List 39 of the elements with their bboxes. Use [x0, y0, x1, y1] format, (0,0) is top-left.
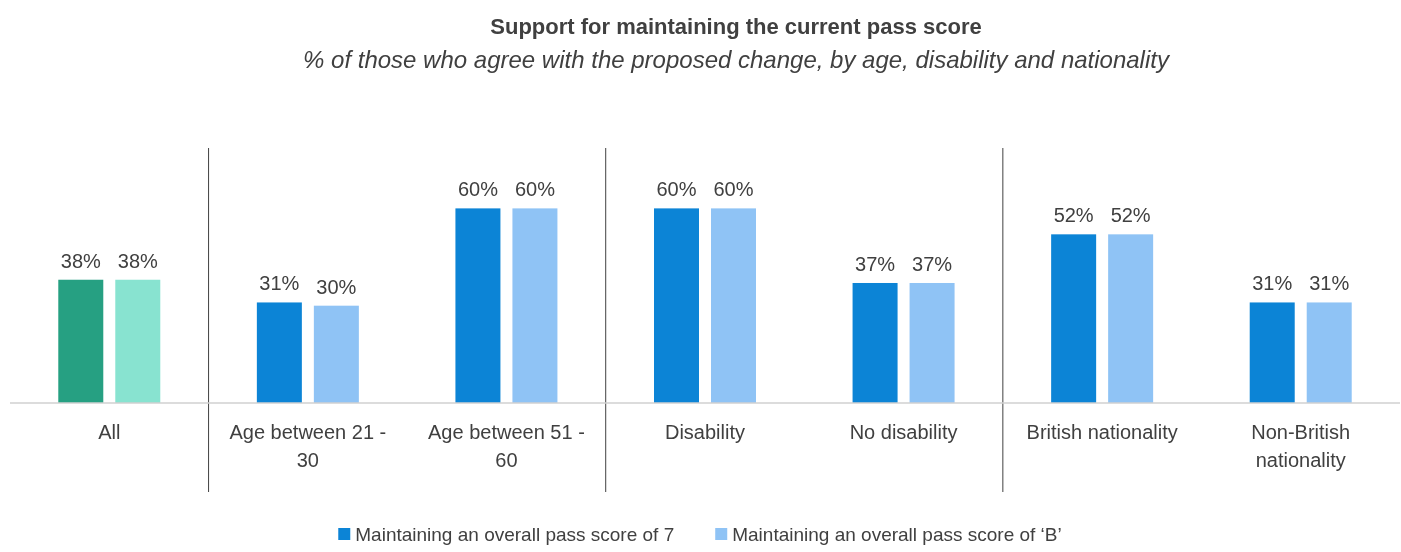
- bar: [909, 282, 955, 403]
- bar: [1306, 302, 1352, 403]
- data-label: 38%: [60, 249, 102, 272]
- x-tick-label: Non-British nationality: [1251, 421, 1351, 471]
- data-label: 52%: [1110, 204, 1151, 227]
- bar: [455, 208, 501, 403]
- data-label: 31%: [1309, 272, 1350, 295]
- x-tick-label: British nationality: [1026, 421, 1178, 443]
- data-label: 37%: [912, 252, 953, 275]
- bar: [115, 279, 161, 403]
- data-label: 37%: [855, 252, 896, 275]
- bar: [711, 208, 756, 403]
- chart-title: Support for maintaining the current pass score: [490, 14, 982, 39]
- legend-label: Maintaining an overall pass score of ‘B’: [732, 524, 1062, 545]
- data-label: 38%: [117, 249, 159, 272]
- data-label: 60%: [713, 178, 754, 201]
- x-tick-label: Age between 51 - 60: [428, 421, 585, 471]
- data-label: 30%: [316, 275, 357, 298]
- bar: [1108, 234, 1154, 403]
- data-label: 60%: [656, 178, 697, 201]
- legend-label: Maintaining an overall pass score of 7: [355, 524, 675, 545]
- x-tick-label: No disability: [849, 421, 958, 443]
- bar: [512, 208, 558, 403]
- x-tick-label: All: [98, 421, 121, 443]
- x-tick-label: Disability: [664, 421, 746, 443]
- bar: [1249, 302, 1295, 403]
- bar: [58, 279, 104, 403]
- data-label: 31%: [1252, 272, 1293, 295]
- bar: [1051, 234, 1097, 403]
- bar: [852, 282, 898, 403]
- bar: [313, 305, 359, 403]
- data-label: 31%: [259, 272, 300, 295]
- data-label: 52%: [1053, 204, 1094, 227]
- bar: [256, 302, 302, 403]
- data-label: 60%: [457, 178, 499, 201]
- bar: [654, 208, 699, 403]
- x-tick-label: Age between 21 - 30: [229, 421, 387, 471]
- data-label: 60%: [514, 178, 556, 201]
- chart-subtitle: % of those who agree with the proposed change, by age, disability and nationality: [303, 46, 1171, 73]
